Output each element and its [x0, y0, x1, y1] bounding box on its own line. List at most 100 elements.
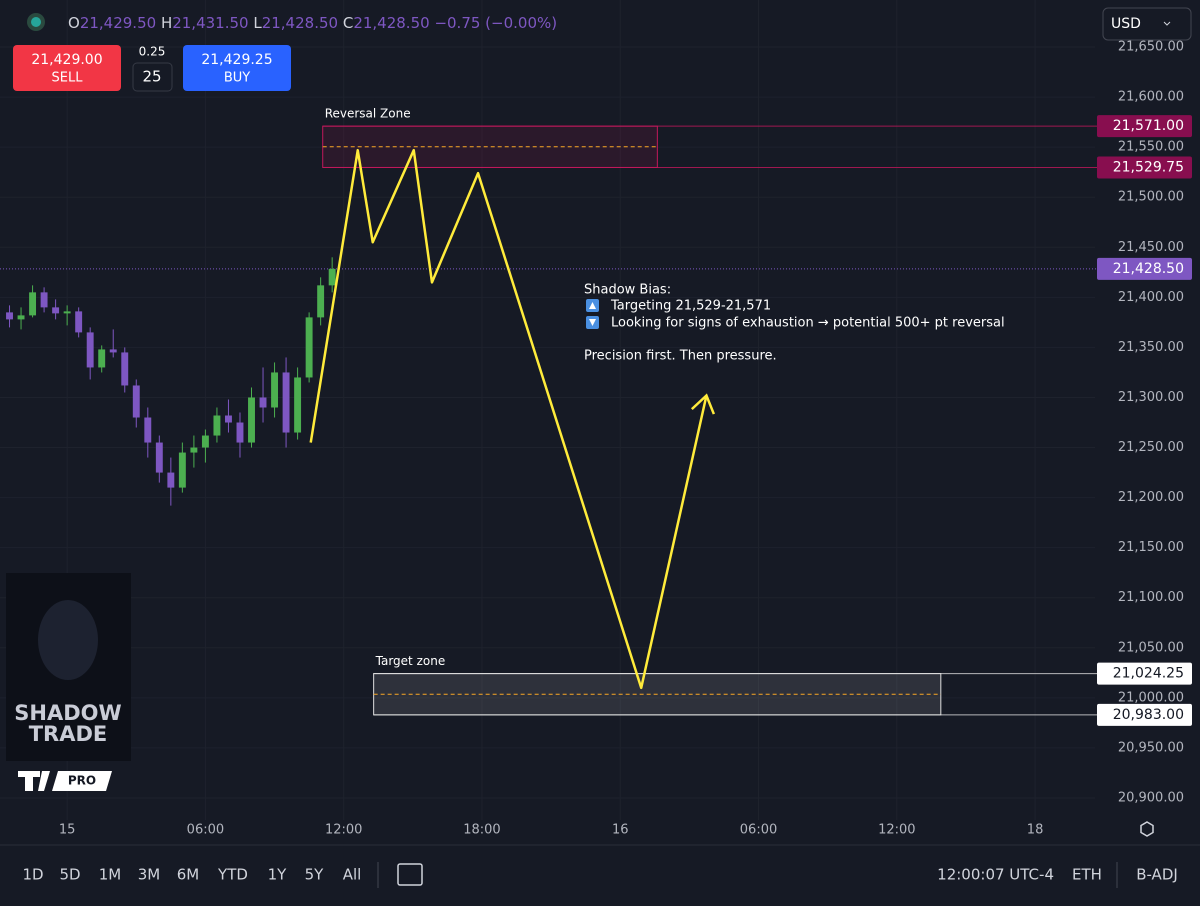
candle-body	[294, 377, 302, 433]
ohlc-legend: O21,429.50 H21,431.50 L21,428.50 C21,428…	[68, 14, 557, 32]
candle-body	[305, 317, 313, 378]
legend-label: H	[161, 14, 172, 32]
sell-label: SELL	[52, 71, 84, 86]
candle-body	[132, 385, 140, 418]
candle-body	[201, 435, 209, 448]
price-tag-label: 20,983.00	[1113, 707, 1184, 723]
tick-size: 0.25	[139, 45, 166, 59]
x-tick-label: 16	[612, 823, 629, 838]
adjust[interactable]: B-ADJ	[1136, 866, 1178, 884]
pro-badge	[52, 771, 112, 791]
y-tick-label: 21,650.00	[1118, 40, 1184, 55]
y-tick-label: 21,600.00	[1118, 90, 1184, 105]
motto: Precision first. Then pressure.	[584, 349, 777, 364]
price-tag	[1097, 115, 1192, 138]
legend-value: 21,431.50	[172, 14, 248, 32]
range-button[interactable]: 1M	[99, 866, 122, 884]
projection-line	[309, 148, 708, 690]
y-tick-label: 21,300.00	[1118, 390, 1184, 405]
currency-select[interactable]	[1102, 7, 1192, 41]
tv-mark	[18, 771, 50, 791]
bias-title: Shadow Bias:	[584, 283, 671, 298]
range-button[interactable]: All	[343, 866, 362, 884]
logo-line2: TRADE	[29, 722, 108, 746]
legend-label: O	[68, 14, 80, 32]
candle-body	[98, 349, 106, 368]
candle-body	[109, 349, 117, 353]
y-tick-label: 21,050.00	[1118, 640, 1184, 655]
chevron	[1163, 21, 1171, 26]
candle-body	[40, 292, 48, 308]
y-tick-label: 21,250.00	[1118, 440, 1184, 455]
sell-price: 21,429.00	[31, 52, 102, 68]
logo-line1: SHADOW	[14, 701, 121, 725]
candle-body	[271, 372, 279, 408]
y-tick-label: 21,200.00	[1118, 490, 1184, 505]
price-tag-label: 21,024.25	[1113, 666, 1184, 682]
down-arrow	[589, 319, 596, 326]
price-tag-label: 21,529.75	[1113, 159, 1184, 175]
candle-body	[328, 268, 336, 286]
range-button[interactable]: 5Y	[305, 866, 325, 884]
sell-button[interactable]	[13, 45, 121, 91]
y-tick-label: 20,900.00	[1118, 790, 1184, 805]
candle-body	[144, 417, 152, 443]
bias-down: Looking for signs of exhaustion → potent…	[611, 316, 1005, 331]
candle-body	[121, 352, 129, 386]
legend-value: 21,428.50	[262, 14, 338, 32]
price-tag-label: 21,571.00	[1113, 118, 1184, 134]
legend-value: 21,429.50	[80, 14, 156, 32]
legend-label: L	[253, 14, 262, 32]
price-tag	[1097, 703, 1192, 726]
price-tag	[1097, 662, 1192, 685]
y-tick-label: 21,100.00	[1118, 590, 1184, 605]
x-tick-label: 15	[59, 823, 76, 838]
candle-body	[75, 311, 83, 333]
session[interactable]: ETH	[1072, 866, 1102, 884]
buy-label: BUY	[224, 71, 250, 86]
candle-body	[29, 292, 37, 316]
candle-body	[190, 447, 198, 453]
candle-body	[6, 312, 13, 320]
projection-arrowhead	[690, 393, 716, 415]
legend-change: −0.75 (−0.00%)	[434, 14, 557, 32]
quantity-box[interactable]	[132, 62, 173, 92]
candle-body	[178, 452, 186, 488]
settings-icon[interactable]	[1140, 821, 1154, 837]
clock: 12:00:07 UTC-4	[937, 866, 1054, 884]
status-dot	[31, 17, 41, 27]
candle-body	[52, 307, 60, 314]
candle-body	[317, 285, 325, 318]
calendar-icon[interactable]	[397, 863, 423, 886]
zone-label: Target zone	[375, 654, 446, 668]
range-button[interactable]: YTD	[217, 866, 248, 884]
y-tick-label: 21,500.00	[1118, 190, 1184, 205]
legend-label: C	[343, 14, 353, 32]
candle-body	[213, 415, 221, 436]
candle-body	[86, 332, 94, 368]
price-tag	[1097, 156, 1192, 179]
zone-label: Reversal Zone	[325, 107, 411, 121]
pro-label: PRO	[68, 774, 96, 788]
y-tick-label: 20,950.00	[1118, 740, 1184, 755]
price-tag	[1097, 257, 1192, 280]
range-button[interactable]: 1Y	[268, 866, 288, 884]
range-button[interactable]: 5D	[59, 866, 80, 884]
x-tick-label: 06:00	[187, 823, 224, 838]
range-button[interactable]: 6M	[177, 866, 200, 884]
y-tick-label: 21,000.00	[1118, 690, 1184, 705]
x-tick-label: 18:00	[463, 823, 500, 838]
range-button[interactable]: 1D	[22, 866, 43, 884]
bias-up: Targeting 21,529-21,571	[610, 299, 771, 314]
range-button[interactable]: 3M	[138, 866, 161, 884]
buy-price: 21,429.25	[201, 52, 272, 68]
legend-value: 21,428.50	[353, 14, 429, 32]
price-tag-label: 21,428.50	[1113, 261, 1184, 277]
quantity: 25	[142, 68, 161, 86]
y-tick-label: 21,150.00	[1118, 540, 1184, 555]
candle-body	[248, 397, 255, 443]
candle-body	[225, 415, 232, 423]
y-tick-label: 21,550.00	[1118, 140, 1184, 155]
buy-button[interactable]	[183, 45, 291, 91]
